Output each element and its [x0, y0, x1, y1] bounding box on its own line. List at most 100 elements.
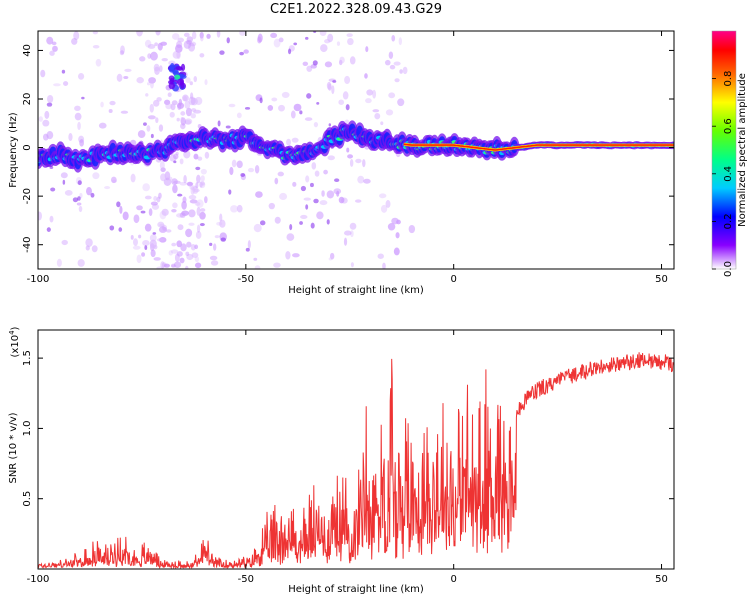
- spectrogram-speckle: [309, 182, 314, 188]
- spectrogram-speckle: [225, 125, 231, 129]
- spectrogram-speckle: [334, 178, 340, 183]
- spectrogram-speckle: [199, 31, 204, 39]
- snr-x-tick-label: -50: [238, 574, 254, 585]
- spectrogram-speckle: [240, 173, 246, 177]
- spectrogram-speckle: [402, 66, 408, 75]
- spectrogram-speckle: [243, 49, 249, 54]
- spectrogram-speckle: [377, 253, 384, 259]
- spectrogram-speckle: [120, 45, 125, 55]
- spectrogram-speckle: [60, 172, 68, 179]
- spectrogram-speckle: [77, 180, 82, 186]
- spectrogram-speckle: [149, 239, 157, 249]
- spectrogram-speckle: [49, 50, 55, 56]
- spectrogram-speckle: [173, 261, 182, 269]
- spectrogram-speckle: [175, 44, 183, 53]
- spectrogram-speckle: [316, 102, 320, 105]
- spectrogram-speckle: [180, 116, 184, 125]
- spectrogram-speckle: [228, 189, 232, 195]
- spectrogram-speckle: [92, 45, 100, 49]
- spectrogram-speckle: [77, 73, 85, 80]
- spectrogram-speckle: [299, 221, 303, 225]
- snr-y-multiplier-exp: 4: [8, 330, 16, 335]
- spectrogram-speckle: [38, 116, 43, 122]
- spectrogram-speckle: [380, 121, 384, 126]
- spectrogram-speckle: [92, 172, 100, 180]
- spectrogram-speckle: [387, 223, 396, 231]
- spectrogram-speckle: [171, 178, 178, 185]
- spectrogram-speckle: [349, 56, 356, 65]
- spectrogram-speckle: [144, 39, 152, 48]
- spectrogram-speckle: [259, 97, 263, 104]
- spectrogram-speckle: [119, 50, 125, 56]
- colorbar: 0.0 0.2 0.4 0.6 0.8 Normalized spectral ampl…: [711, 30, 748, 277]
- spectrogram-speckle: [95, 58, 102, 67]
- spectrogram-speckle: [327, 155, 335, 161]
- spectrogram-speckle: [159, 210, 167, 220]
- spectrogram-speckle: [86, 187, 92, 196]
- spectrogram-speckle: [236, 112, 242, 119]
- spectrogram-speckle: [219, 213, 223, 222]
- spectrogram-speckle: [288, 48, 292, 55]
- spectrogram-speckle: [194, 201, 201, 206]
- spectrogram-speckle: [172, 33, 180, 40]
- spectrogram-speckle: [49, 215, 54, 223]
- spectrogram-speckle: [201, 182, 205, 186]
- spectrogram-speckle: [347, 37, 354, 46]
- spectrogram-speckle: [396, 219, 401, 225]
- spectrogram-speckle: [267, 105, 274, 111]
- spectrogram-speckle: [408, 224, 416, 234]
- spectrogram-speckle: [292, 181, 297, 187]
- spectrogram-speckle: [257, 33, 263, 43]
- spectrogram-speckle: [289, 224, 293, 231]
- spectrogram-speckle: [303, 197, 311, 201]
- spectrogram-speckle: [167, 92, 172, 98]
- spectrogram-speckle: [343, 237, 348, 246]
- spectrogram-speckle: [159, 161, 165, 170]
- spectrogram-speckle: [189, 81, 193, 86]
- spectrogram-speckle: [339, 59, 343, 66]
- spectrogram-speckle: [62, 179, 66, 185]
- spectrogram-speckle: [185, 107, 192, 117]
- spectrogram-speckle: [150, 249, 156, 258]
- spectrogram-speckle: [345, 104, 350, 111]
- spectrogram-speckle: [173, 153, 179, 160]
- spectrogram-speckle: [277, 171, 284, 177]
- spectrogram-speckle: [98, 122, 107, 129]
- spectrogram-speckle: [163, 177, 172, 187]
- spectrogram-speckle: [56, 258, 62, 267]
- spectrogram-speckle: [142, 183, 150, 192]
- snr-y-tick-label: 1.5: [22, 350, 33, 366]
- spectrogram-speckle: [259, 220, 266, 226]
- colorbar-tick-label: 0.4: [723, 166, 734, 182]
- spectrogram-speckle: [314, 170, 320, 177]
- spectrogram-speckle: [385, 200, 391, 208]
- spectrogram-x-ticks: -100 -50 0 50: [27, 31, 668, 285]
- spectrogram-speckle: [158, 226, 167, 233]
- spectrogram-speckle: [253, 223, 262, 233]
- spectrogram-speckle: [189, 185, 198, 191]
- spectrogram-speckle: [184, 119, 192, 125]
- spectrogram-y-tick-label: 0: [22, 144, 33, 150]
- snr-y-multiplier-base: (x10: [10, 335, 21, 358]
- spectrogram-speckle: [148, 77, 157, 84]
- spectrogram-speckle: [247, 240, 251, 249]
- spectrogram-speckle: [186, 241, 192, 248]
- spectrogram-speckle: [195, 166, 201, 171]
- spectrogram-speckle: [130, 235, 134, 240]
- spectrogram-speckle: [185, 251, 190, 257]
- spectrogram-speckle: [362, 159, 366, 168]
- spectrogram-speckle: [300, 214, 308, 220]
- spectrogram-speckle: [136, 77, 144, 84]
- spectrogram-speckle: [336, 41, 341, 46]
- spectrogram-speckle: [200, 208, 206, 212]
- spectrogram-speckle: [189, 41, 197, 47]
- spectrogram-speckle: [170, 249, 179, 254]
- snr-y-multiplier: (x104): [8, 326, 21, 357]
- spectrogram-speckle: [176, 251, 183, 257]
- spectrogram-speckle: [273, 38, 281, 48]
- spectrogram-speckle: [338, 196, 345, 204]
- spectrogram-speckle: [130, 173, 136, 183]
- spectrogram-speckle: [183, 32, 190, 37]
- spectrogram-speckle: [150, 201, 158, 206]
